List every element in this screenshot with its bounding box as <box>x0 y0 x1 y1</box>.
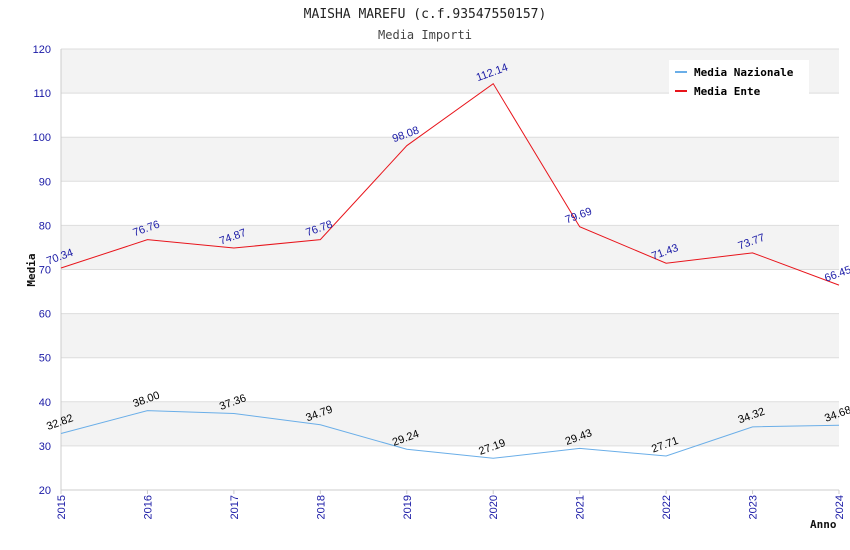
legend: Media Nazionale Media Ente <box>669 60 809 98</box>
grid-lines <box>60 48 839 491</box>
series-lines <box>60 82 840 459</box>
x-tick-label: 2015 <box>56 495 68 519</box>
y-tick-label: 50 <box>39 353 51 365</box>
y-tick-label: 120 <box>33 44 51 56</box>
legend-label: Media Ente <box>694 85 761 98</box>
plot-band <box>61 225 839 270</box>
y-tick-label: 80 <box>39 220 51 232</box>
series-line <box>60 82 840 286</box>
x-tick-label: 2019 <box>402 495 414 519</box>
legend-box <box>669 60 809 98</box>
x-tick-label: 2017 <box>229 495 241 519</box>
x-axis-label: Anno <box>810 518 837 531</box>
chart-title: MAISHA MAREFU (c.f.93547550157) <box>304 7 547 22</box>
x-axis-ticks: 2015 2016 2017 2018 2019 2020 2021 2022 2023 2024 <box>56 490 846 519</box>
x-tick-label: 2024 <box>834 495 846 519</box>
x-tick-label: 2022 <box>661 495 673 519</box>
y-axis-label: Media <box>25 253 38 286</box>
plot-band <box>61 269 839 314</box>
y-tick-label: 20 <box>39 485 51 497</box>
y-tick-label: 90 <box>39 176 51 188</box>
y-tick-label: 60 <box>39 309 51 321</box>
plot-band <box>61 401 839 446</box>
x-tick-label: 2016 <box>142 495 154 519</box>
chart-subtitle: Media Importi <box>378 28 472 42</box>
series-line <box>60 410 840 459</box>
plot-band <box>61 357 839 402</box>
x-tick-label: 2021 <box>575 495 587 519</box>
y-tick-label: 70 <box>39 265 51 277</box>
y-tick-label: 30 <box>39 441 51 453</box>
plot-background-bands <box>61 49 839 490</box>
plot-band <box>61 137 839 182</box>
legend-label: Media Nazionale <box>694 66 794 79</box>
y-tick-label: 40 <box>39 397 51 409</box>
x-tick-label: 2020 <box>488 495 500 519</box>
y-tick-label: 100 <box>33 132 51 144</box>
plot-band <box>61 181 839 226</box>
x-tick-label: 2018 <box>315 495 327 519</box>
plot-band <box>61 445 839 490</box>
x-tick-label: 2023 <box>748 495 760 519</box>
y-axis-ticks: 20 30 40 50 60 70 80 90 100 110 120 <box>33 44 51 497</box>
plot-band <box>61 313 839 358</box>
y-tick-label: 110 <box>33 88 51 100</box>
